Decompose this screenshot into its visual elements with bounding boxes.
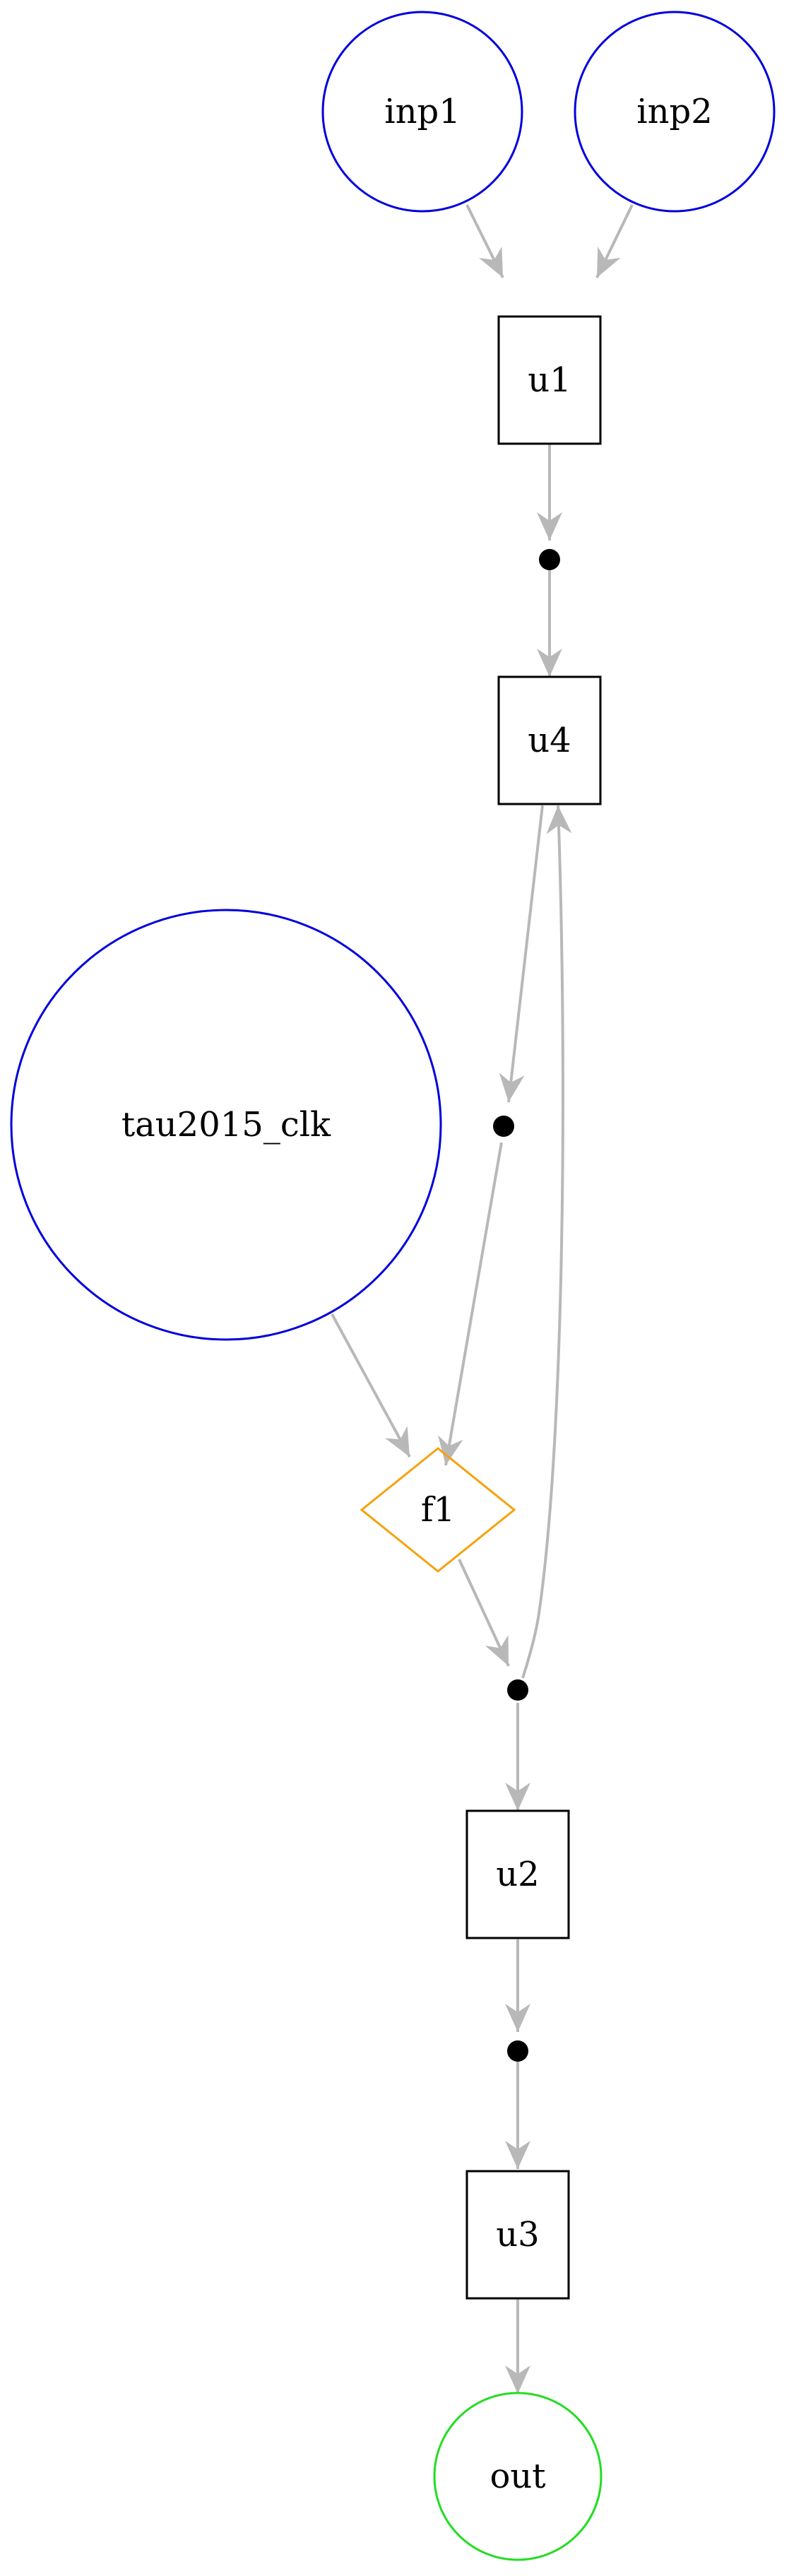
junction-4 <box>507 2040 528 2062</box>
node-u3-shape <box>465 2170 570 2300</box>
junction-2 <box>493 1116 514 1137</box>
node-u1-label: u1 <box>528 360 571 400</box>
node-u2: u2 <box>465 1809 570 1939</box>
node-u2-shape <box>465 1809 570 1939</box>
node-tau2015_clk: tau2015_clk <box>10 909 442 1341</box>
junction-3 <box>507 1679 528 1701</box>
edge-inp2-u1 <box>595 204 634 278</box>
edge-junction-2-f1 <box>438 1142 503 1466</box>
node-u3-label: u3 <box>496 2215 539 2255</box>
node-inp1: inp1 <box>321 11 523 213</box>
node-inp1-label: inp1 <box>384 92 461 131</box>
node-u4: u4 <box>497 675 602 805</box>
node-u1-shape <box>497 315 602 445</box>
node-inp2-label: inp2 <box>636 92 713 131</box>
node-tau2015_clk-label: tau2015_clk <box>121 1105 331 1145</box>
node-inp2-shape <box>574 11 776 213</box>
node-u1: u1 <box>497 315 602 445</box>
node-f1-shape <box>360 1447 516 1573</box>
edge-inp1-u1 <box>465 204 504 278</box>
node-out-shape <box>433 2392 603 2561</box>
node-out-label: out <box>490 2457 545 2496</box>
edge-f1-junction-3 <box>458 1559 510 1667</box>
node-u3: u3 <box>465 2170 570 2300</box>
node-u4-label: u4 <box>528 721 571 760</box>
nodes: inp1 inp2 u1 u4 tau2015_clk f1 u2 <box>10 11 776 2561</box>
edge-tau2015_clk-f1 <box>331 1313 411 1458</box>
node-tau2015_clk-shape <box>10 909 442 1341</box>
edges <box>331 204 634 2394</box>
node-out: out <box>433 2392 603 2561</box>
edge-u4-junction-2 <box>499 805 544 1103</box>
node-f1-label: f1 <box>421 1490 455 1530</box>
node-f1: f1 <box>360 1447 516 1573</box>
node-u2-label: u2 <box>496 1855 539 1894</box>
edge-junction-3-u4 <box>521 805 572 1679</box>
node-inp2: inp2 <box>574 11 776 213</box>
node-inp1-shape <box>321 11 523 213</box>
node-u4-shape <box>497 675 602 805</box>
junction-1 <box>539 549 560 570</box>
